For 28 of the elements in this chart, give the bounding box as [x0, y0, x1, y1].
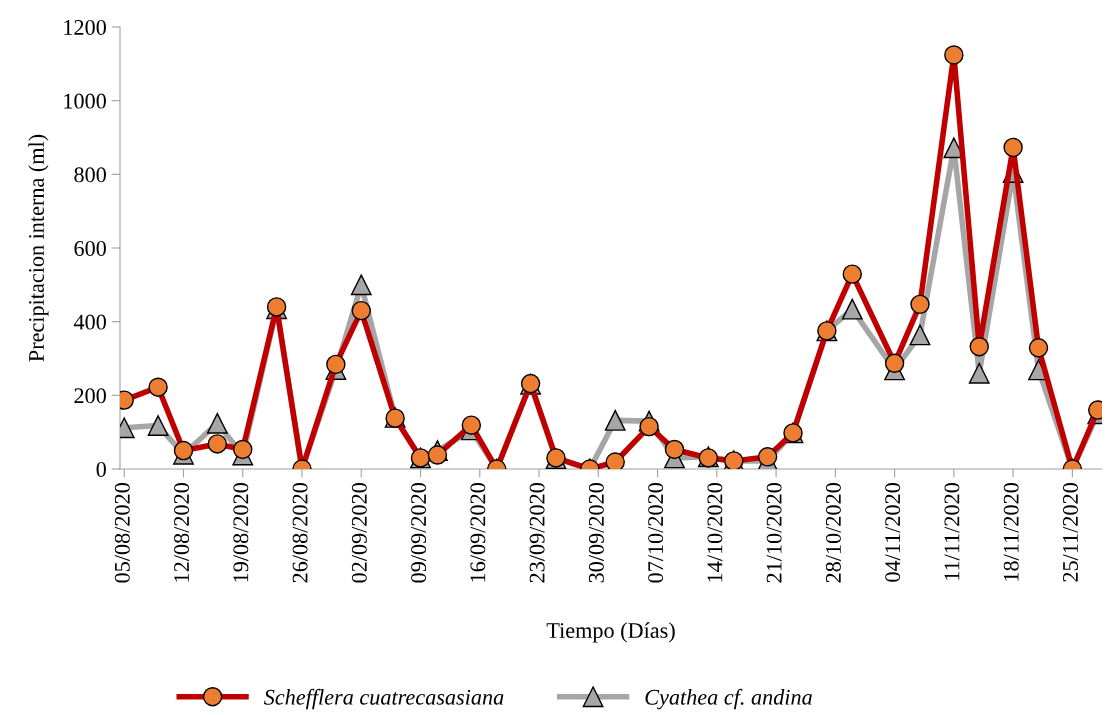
x-tick-label: 25/11/2020	[1062, 483, 1078, 582]
x-tick-label: 12/08/2020	[174, 483, 190, 582]
y-tick-label: 1000	[64, 93, 106, 109]
x-tick-label: 09/09/2020	[411, 483, 427, 583]
x-tick-label: 14/10/2020	[707, 483, 723, 582]
y-tick-label: 200	[74, 388, 106, 404]
y-tick-label: 600	[74, 240, 106, 256]
x-axis-title: Tiempo (Días)	[546, 622, 675, 643]
y-tick-label: 800	[74, 167, 106, 183]
y-tick-label: 1200	[64, 19, 106, 35]
y-tick-label: 0	[96, 461, 106, 477]
x-tick-label: 26/08/2020	[292, 483, 308, 583]
y-tick-label: 400	[73, 314, 106, 330]
x-tick-label: 04/11/2020	[885, 483, 901, 582]
x-tick-label: 28/10/2020	[825, 483, 841, 583]
y-axis-title: Precipitacion interna (ml)	[28, 134, 49, 362]
legend-label: Cyathea cf. andina	[645, 688, 812, 710]
x-tick-label: 18/11/2020	[1003, 483, 1019, 581]
x-tick-label: 07/10/2020	[648, 483, 664, 583]
legend-label: Schefflera cuatrecasasiana	[263, 688, 504, 710]
x-tick-label: 16/09/2020	[470, 483, 486, 582]
x-tick-label: 02/09/2020	[351, 483, 367, 583]
x-tick-label: 05/08/2020	[114, 483, 130, 583]
x-tick-label: 23/09/2020	[529, 483, 545, 583]
x-tick-label: 21/10/2020	[766, 483, 782, 583]
x-tick-label: 11/11/2020	[944, 483, 960, 580]
x-tick-label: 19/08/2020	[233, 483, 249, 582]
x-tick-label: 30/09/2020	[588, 483, 604, 583]
